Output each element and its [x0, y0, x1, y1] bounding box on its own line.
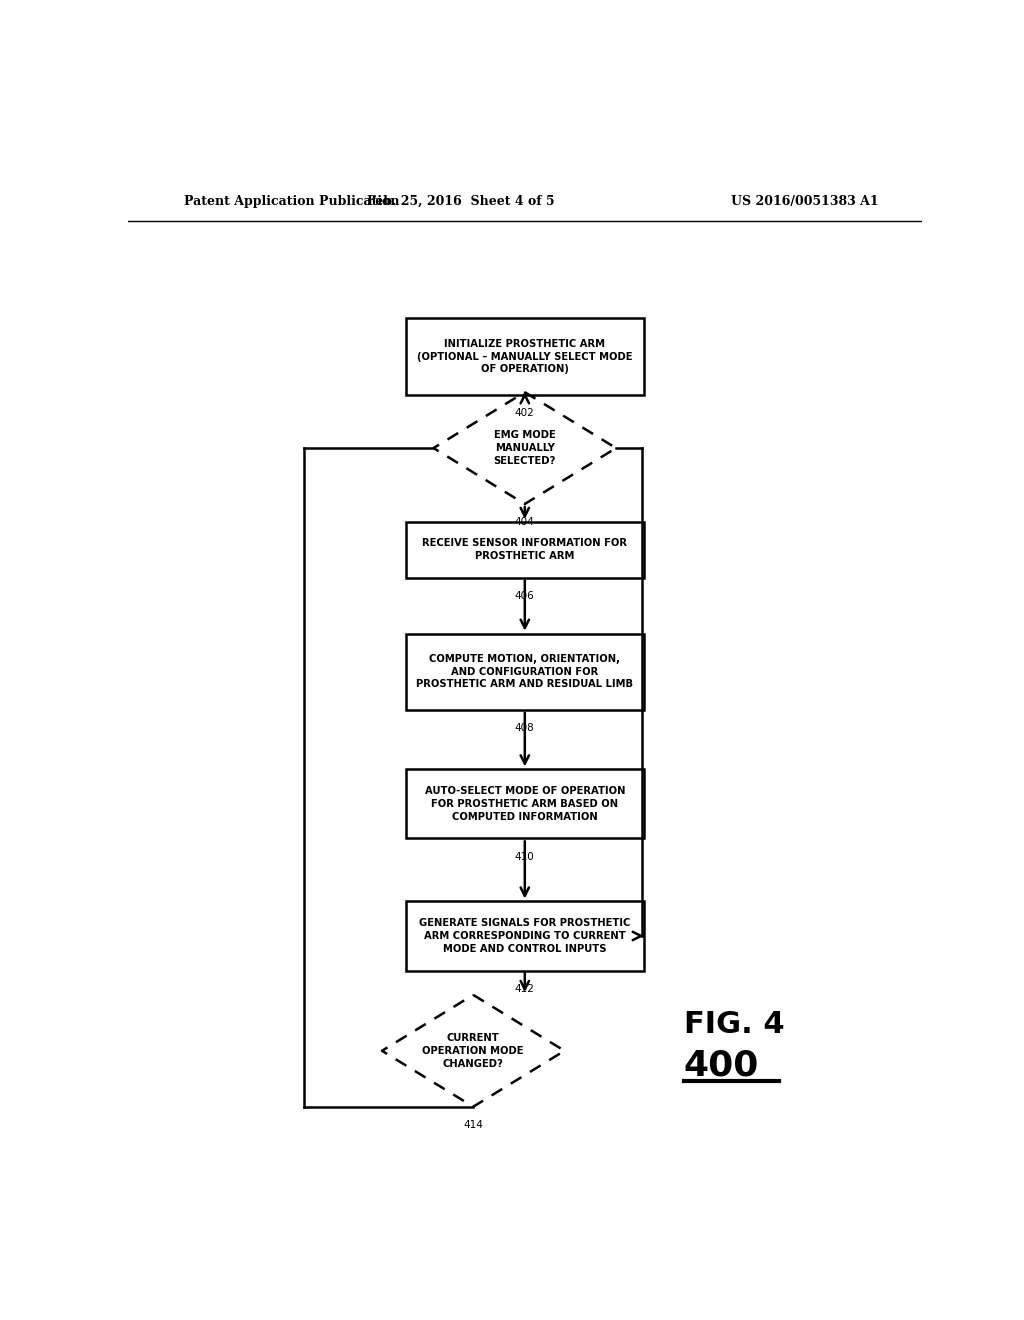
FancyBboxPatch shape	[406, 521, 644, 578]
Text: RECEIVE SENSOR INFORMATION FOR
PROSTHETIC ARM: RECEIVE SENSOR INFORMATION FOR PROSTHETI…	[422, 539, 628, 561]
Text: Feb. 25, 2016  Sheet 4 of 5: Feb. 25, 2016 Sheet 4 of 5	[368, 194, 555, 207]
Text: FIG. 4: FIG. 4	[684, 1010, 784, 1039]
Text: Patent Application Publication: Patent Application Publication	[183, 194, 399, 207]
Text: 404: 404	[515, 517, 535, 527]
FancyBboxPatch shape	[406, 318, 644, 395]
Text: US 2016/0051383 A1: US 2016/0051383 A1	[731, 194, 879, 207]
Text: 408: 408	[515, 723, 535, 733]
FancyBboxPatch shape	[406, 902, 644, 970]
Text: EMG MODE
MANUALLY
SELECTED?: EMG MODE MANUALLY SELECTED?	[494, 430, 556, 466]
Text: 402: 402	[515, 408, 535, 418]
FancyBboxPatch shape	[406, 634, 644, 710]
Text: 412: 412	[515, 983, 535, 994]
Text: CURRENT
OPERATION MODE
CHANGED?: CURRENT OPERATION MODE CHANGED?	[423, 1034, 524, 1069]
Text: 410: 410	[515, 851, 535, 862]
Text: COMPUTE MOTION, ORIENTATION,
AND CONFIGURATION FOR
PROSTHETIC ARM AND RESIDUAL L: COMPUTE MOTION, ORIENTATION, AND CONFIGU…	[417, 653, 633, 689]
Text: GENERATE SIGNALS FOR PROSTHETIC
ARM CORRESPONDING TO CURRENT
MODE AND CONTROL IN: GENERATE SIGNALS FOR PROSTHETIC ARM CORR…	[419, 919, 631, 954]
FancyBboxPatch shape	[406, 770, 644, 838]
Text: INITIALIZE PROSTHETIC ARM
(OPTIONAL – MANUALLY SELECT MODE
OF OPERATION): INITIALIZE PROSTHETIC ARM (OPTIONAL – MA…	[417, 339, 633, 375]
Text: AUTO-SELECT MODE OF OPERATION
FOR PROSTHETIC ARM BASED ON
COMPUTED INFORMATION: AUTO-SELECT MODE OF OPERATION FOR PROSTH…	[425, 785, 625, 821]
Text: 400: 400	[684, 1048, 759, 1082]
Text: 406: 406	[515, 591, 535, 601]
Text: 414: 414	[463, 1119, 483, 1130]
